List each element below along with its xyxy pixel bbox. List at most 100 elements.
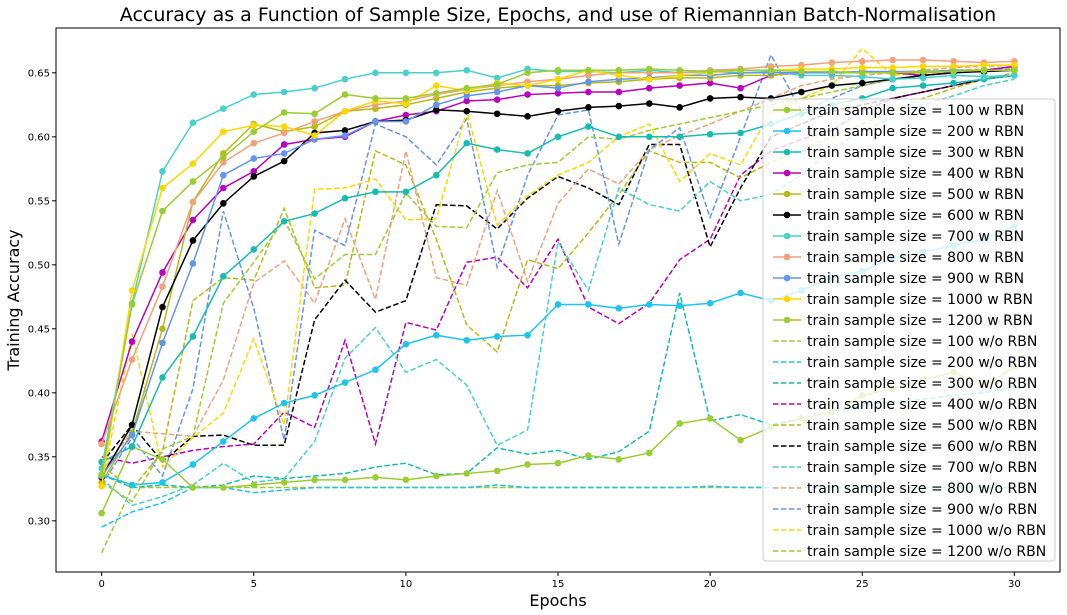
y-tick-label: 0.50 bbox=[28, 260, 50, 271]
data-point bbox=[280, 150, 288, 157]
data-point bbox=[980, 61, 988, 69]
legend-entry: train sample size = 700 w/o RBN bbox=[773, 460, 1037, 476]
data-point bbox=[706, 130, 714, 138]
legend: train sample size = 100 w RBN train sampl… bbox=[762, 98, 1056, 562]
data-point bbox=[311, 110, 318, 118]
legend-label: train sample size = 800 w RBN bbox=[807, 250, 1024, 266]
data-point bbox=[280, 129, 288, 137]
data-point bbox=[159, 207, 166, 215]
data-point bbox=[524, 82, 531, 89]
data-point bbox=[128, 356, 136, 363]
data-point bbox=[615, 72, 623, 79]
data-point bbox=[645, 65, 653, 73]
data-point bbox=[463, 470, 471, 477]
data-point bbox=[250, 139, 258, 147]
data-point bbox=[220, 200, 227, 207]
data-point bbox=[919, 74, 927, 82]
legend-label: train sample size = 1000 w/o RBN bbox=[807, 523, 1046, 539]
x-tick-label: 20 bbox=[704, 579, 717, 590]
data-point bbox=[159, 269, 166, 276]
legend-swatch-marker bbox=[783, 232, 791, 240]
data-point bbox=[737, 129, 744, 137]
data-point bbox=[554, 66, 562, 74]
y-tick-label: 0.65 bbox=[28, 68, 50, 79]
data-point bbox=[311, 123, 318, 130]
legend-swatch-marker bbox=[783, 316, 791, 324]
data-point bbox=[98, 471, 105, 479]
legend-label: train sample size = 100 w RBN bbox=[807, 103, 1024, 119]
data-point bbox=[889, 84, 896, 92]
data-point bbox=[372, 95, 379, 102]
legend-entry: train sample size = 100 w/o RBN bbox=[773, 334, 1037, 350]
data-point bbox=[280, 399, 288, 407]
data-point bbox=[463, 92, 471, 100]
data-point bbox=[737, 66, 744, 74]
data-point bbox=[828, 68, 836, 75]
legend-label: train sample size = 400 w RBN bbox=[807, 166, 1024, 182]
data-point bbox=[919, 82, 927, 89]
data-point bbox=[220, 184, 227, 192]
data-point bbox=[1011, 72, 1018, 79]
data-point bbox=[433, 82, 440, 89]
data-point bbox=[615, 88, 623, 96]
data-point bbox=[645, 449, 653, 457]
data-point bbox=[311, 118, 318, 125]
data-point bbox=[585, 104, 592, 111]
legend-entry: train sample size = 300 w RBN bbox=[773, 145, 1024, 161]
data-point bbox=[128, 287, 136, 294]
data-point bbox=[433, 472, 440, 480]
data-point bbox=[189, 461, 197, 468]
data-point bbox=[493, 96, 501, 103]
data-point bbox=[676, 420, 683, 427]
x-tick-label: 25 bbox=[856, 579, 869, 590]
data-point bbox=[341, 107, 349, 115]
legend-swatch-marker bbox=[783, 106, 791, 114]
legend-entry: train sample size = 900 w RBN bbox=[773, 271, 1024, 287]
data-point bbox=[128, 338, 136, 345]
legend-entry: train sample size = 500 w/o RBN bbox=[773, 418, 1037, 434]
data-point bbox=[524, 150, 531, 157]
data-point bbox=[615, 456, 623, 463]
data-point bbox=[585, 123, 592, 130]
data-point bbox=[615, 102, 623, 110]
data-point bbox=[280, 217, 288, 225]
data-point bbox=[341, 91, 349, 98]
data-point bbox=[493, 74, 501, 82]
y-axis: 0.30 0.35 0.40 0.45 0.50 0.55 0.60 0.65 bbox=[28, 68, 56, 527]
legend-entry: train sample size = 1200 w RBN bbox=[773, 313, 1033, 329]
data-point bbox=[554, 89, 562, 97]
data-point bbox=[1011, 61, 1018, 69]
data-point bbox=[189, 160, 197, 167]
data-point bbox=[737, 436, 744, 444]
data-point bbox=[676, 82, 683, 89]
x-tick-label: 5 bbox=[251, 579, 257, 590]
data-point bbox=[372, 473, 379, 481]
data-point bbox=[220, 153, 227, 161]
data-point bbox=[98, 482, 105, 490]
data-point bbox=[280, 123, 288, 130]
data-point bbox=[645, 75, 653, 83]
data-point bbox=[524, 91, 531, 98]
data-point bbox=[280, 141, 288, 148]
data-point bbox=[189, 260, 197, 267]
data-point bbox=[676, 104, 683, 111]
data-point bbox=[220, 273, 227, 280]
series-2 bbox=[98, 72, 1018, 466]
data-point bbox=[402, 118, 410, 125]
data-point bbox=[524, 69, 531, 77]
data-point bbox=[220, 484, 227, 491]
legend-entry: train sample size = 900 w/o RBN bbox=[773, 502, 1037, 518]
series-layer bbox=[98, 47, 1018, 554]
data-point bbox=[1011, 66, 1018, 74]
data-point bbox=[463, 66, 471, 74]
data-point bbox=[706, 68, 714, 75]
legend-label: train sample size = 1000 w RBN bbox=[807, 292, 1033, 308]
series-10 bbox=[98, 65, 1018, 479]
data-point bbox=[372, 69, 379, 77]
legend-swatch-marker bbox=[783, 274, 791, 282]
data-point bbox=[372, 366, 379, 374]
data-point bbox=[250, 155, 258, 162]
data-point bbox=[554, 107, 562, 115]
data-point bbox=[676, 133, 683, 141]
legend-label: train sample size = 900 w/o RBN bbox=[807, 502, 1037, 518]
